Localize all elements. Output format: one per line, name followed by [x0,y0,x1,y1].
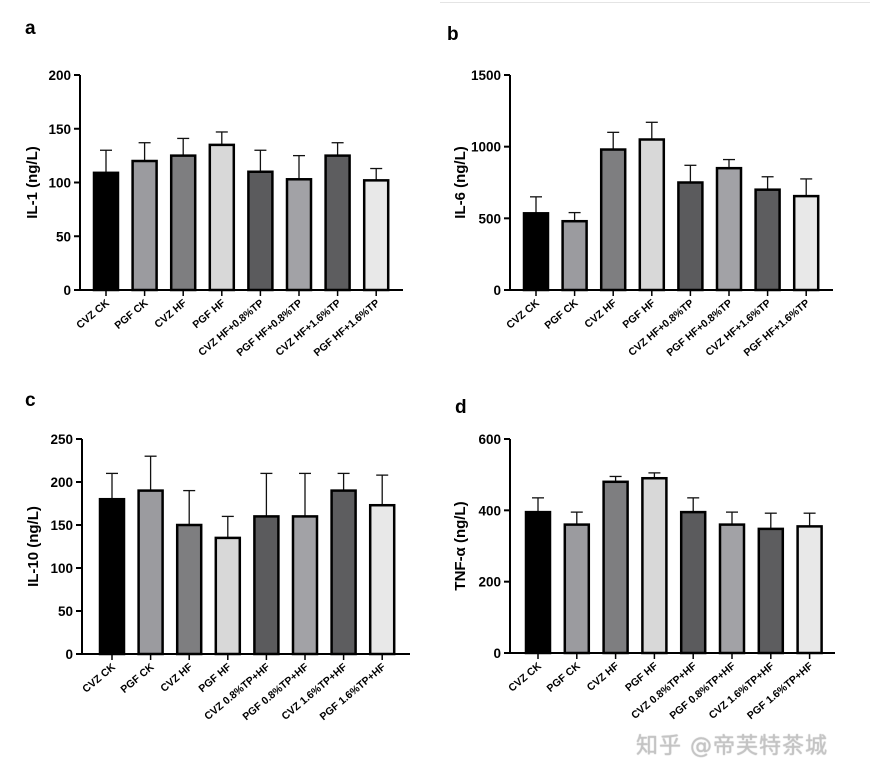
x-tick-label: CVZ HF+1.6%TP [273,297,343,359]
bar [602,480,629,655]
x-tick-label: CVZ CK [74,297,112,332]
x-tick-label: CVZ HF+0.8%TP [196,297,266,359]
bar [92,171,120,292]
y-tick-label: 0 [493,646,501,661]
y-axis-label: IL-6 (ng/L) [452,146,469,218]
x-tick-label: PGF HF+0.8%TP [664,297,735,359]
bar [131,159,158,292]
y-tick-label: 50 [58,604,73,619]
panel-label: a [25,18,36,39]
x-tick-label: CVZ CK [506,660,544,695]
y-tick-label: 200 [48,68,71,83]
x-tick-label: PGF CK [545,660,583,695]
x-tick-label: PGF HF+1.6%TP [312,297,383,359]
x-tick-label: CVZ HF [585,660,622,694]
x-tick-label: PGF HF [197,661,235,695]
bar [368,503,396,656]
panel-c: cIL-10 (ng/L)CVZ CK PGF CK CVZ HF PGF HFCVZ… [25,390,410,723]
x-tick-label: PGF CK [118,661,156,696]
x-tick-label: PGF CK [542,297,580,332]
y-tick-label: 150 [50,518,73,533]
bar [679,510,707,655]
watermark: 知乎 @帝芙特茶城 [636,734,828,759]
bar [522,212,550,292]
y-tick-label: 400 [478,503,501,518]
x-tick-label: CVZ HF [158,661,195,695]
x-tick-label: CVZ 0.8%TP+HF [629,660,700,722]
panel-label: d [455,397,467,418]
x-tick-label: CVZ 1.6%TP+HF [279,661,350,723]
panel-b: bIL-6 (ng/L)CVZ CK PGF CK CVZ HF PGF HFCVZ … [447,24,833,359]
x-tick-label: PGF 1.6%TP+HF [318,661,389,723]
y-tick-label: 100 [48,176,71,191]
bar [715,166,743,292]
bar [638,138,666,292]
y-tick-label: 100 [50,561,73,576]
bar [599,148,627,292]
x-tick-label: PGF HF+0.8%TP [234,297,305,359]
x-tick-label: CVZ 0.8%TP+HF [202,661,273,723]
bar [330,489,357,656]
x-tick-label: PGF CK [112,297,150,332]
x-tick-label: PGF 1.6%TP+HF [745,660,816,722]
bar [208,143,236,292]
y-tick-label: 500 [478,211,501,226]
bar [285,178,313,292]
x-tick-label: PGF HF+1.6%TP [742,297,813,359]
x-tick-label: CVZ HF+0.8%TP [626,297,696,359]
x-tick-label: PGF 0.8%TP+HF [667,660,738,722]
bar [677,181,704,292]
bar [641,476,668,655]
bar [561,219,588,292]
x-tick-label: CVZ HF+1.6%TP [703,297,773,359]
x-tick-label: PGF 0.8%TP+HF [240,661,311,723]
bar [757,527,785,655]
y-tick-label: 150 [48,122,71,137]
bar [169,154,197,292]
x-tick-label: CVZ CK [80,661,118,696]
bar [214,536,242,656]
panel-a: aIL-1 (ng/L)CVZ CK PGF CK CVZ HF PGF HFCVZ … [24,18,403,359]
y-axis-label: IL-1 (ng/L) [24,146,41,218]
bar [563,523,591,655]
bar [253,515,280,656]
y-tick-label: 200 [478,575,501,590]
x-tick-label: CVZ HF [152,297,189,331]
bar [291,515,319,656]
y-tick-label: 50 [56,229,71,244]
bar [362,179,390,292]
y-axis-label: TNF-α (ng/L) [452,501,469,590]
bar [796,525,823,655]
bar [324,154,351,292]
x-tick-label: PGF HF [623,660,661,694]
panel-label: c [25,390,36,411]
y-tick-label: 0 [63,283,71,298]
y-tick-label: 200 [50,475,73,490]
y-tick-label: 0 [493,283,501,298]
y-tick-label: 1000 [471,140,501,155]
bar [137,489,164,656]
bar [754,188,781,292]
x-tick-label: PGF HF [621,297,659,331]
y-tick-label: 1500 [471,68,501,83]
x-tick-label: CVZ HF [582,297,619,331]
bar [792,194,820,292]
bar [247,170,274,292]
bar [175,523,203,656]
panel-label: b [447,24,459,45]
x-tick-label: CVZ CK [504,297,542,332]
bar [98,497,126,656]
bar [524,510,552,655]
y-tick-label: 0 [65,647,73,662]
y-tick-label: 250 [50,432,73,447]
x-tick-label: CVZ 1.6%TP+HF [707,660,778,722]
x-tick-label: PGF HF [191,297,229,331]
y-axis-label: IL-10 (ng/L) [25,506,42,587]
top-divider [440,2,870,3]
bar [718,523,746,655]
y-tick-label: 600 [478,432,501,447]
